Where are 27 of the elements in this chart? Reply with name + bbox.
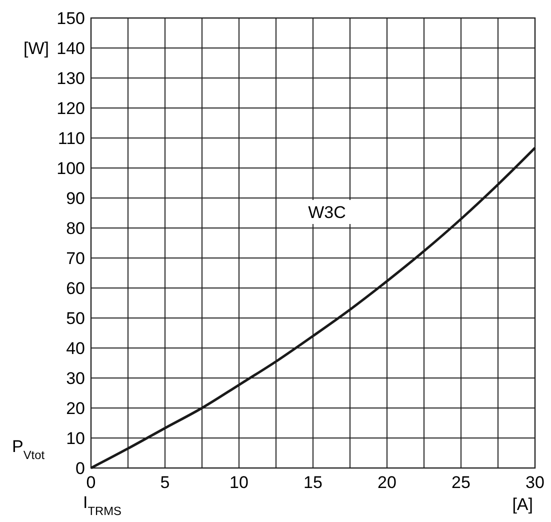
y-tick-label: 100 xyxy=(56,159,85,178)
y-tick-label: 130 xyxy=(56,69,85,88)
y-tick-label: 0 xyxy=(76,459,85,478)
text: [W] xyxy=(24,39,49,58)
x-tick-label: 30 xyxy=(526,473,544,492)
text: W3C xyxy=(308,203,346,222)
x-tick-label: 20 xyxy=(378,473,396,492)
y-tick-label: 150 xyxy=(56,9,85,28)
y-tick-label: 110 xyxy=(58,129,85,148)
y-tick-label: 30 xyxy=(66,369,85,388)
y-tick-label: 70 xyxy=(66,249,85,268)
y-tick-label: 140 xyxy=(56,39,85,58)
x-tick-label: 25 xyxy=(452,473,470,492)
y-tick-label: 60 xyxy=(66,279,85,298)
y-tick-label: 50 xyxy=(66,309,85,328)
y-tick-label: 80 xyxy=(66,219,85,238)
y-tick-label: 90 xyxy=(66,189,85,208)
y-tick-label: 120 xyxy=(56,99,85,118)
y-tick-label: 10 xyxy=(66,429,85,448)
x-tick-label: 10 xyxy=(230,473,248,492)
x-axis-title: I$_{TRMS}$ xyxy=(83,493,122,518)
y-axis-title: P$_{Vtot}$ xyxy=(12,437,46,462)
y-tick-label: 40 xyxy=(66,339,85,358)
x-tick-label: 5 xyxy=(160,473,170,492)
x-tick-label: 15 xyxy=(304,473,322,492)
y-tick-label: 20 xyxy=(66,399,85,418)
text: [A] xyxy=(512,495,533,514)
